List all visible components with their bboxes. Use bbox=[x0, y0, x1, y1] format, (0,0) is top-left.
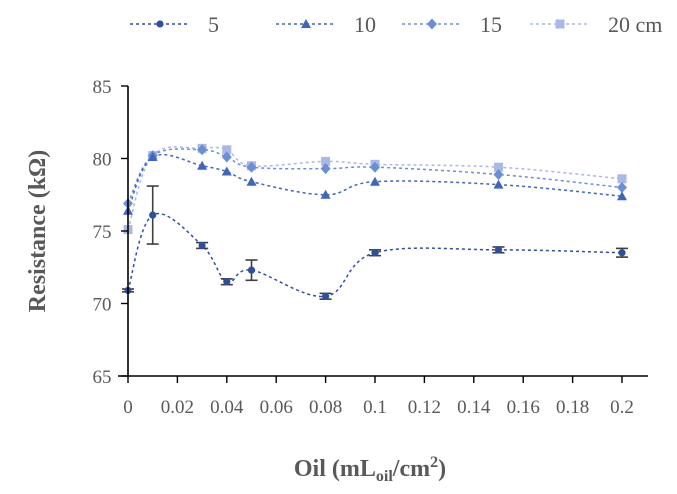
data-point bbox=[223, 278, 231, 286]
data-point bbox=[494, 246, 503, 254]
data-point bbox=[149, 211, 157, 219]
y-tick-label: 75 bbox=[93, 222, 112, 243]
data-point bbox=[246, 161, 257, 173]
x-tick-label: 0.12 bbox=[408, 397, 441, 418]
data-point bbox=[617, 182, 627, 193]
data-point bbox=[493, 168, 504, 180]
x-axis-title-close: ) bbox=[438, 456, 446, 482]
x-axis-title-superscript: 2 bbox=[430, 454, 438, 471]
x-tick-label: 0.18 bbox=[556, 397, 589, 418]
data-point bbox=[320, 189, 331, 199]
data-point bbox=[494, 162, 503, 172]
legend-marker bbox=[301, 19, 311, 28]
data-point bbox=[222, 145, 232, 155]
data-point bbox=[221, 151, 232, 163]
y-tick-label: 80 bbox=[93, 150, 112, 171]
data-point bbox=[321, 156, 331, 166]
legend-label: 20 cm bbox=[608, 12, 662, 37]
data-point bbox=[370, 161, 380, 173]
y-tick-label: 65 bbox=[93, 367, 112, 388]
series-line-15 bbox=[127, 148, 623, 204]
data-point bbox=[198, 241, 206, 250]
y-tick-label: 70 bbox=[93, 295, 112, 316]
data-point bbox=[147, 152, 158, 162]
x-tick-label: 0.04 bbox=[210, 397, 244, 418]
axes bbox=[118, 86, 648, 377]
data-point bbox=[371, 249, 379, 257]
data-markers bbox=[123, 143, 627, 300]
data-point bbox=[618, 249, 626, 257]
x-tick-label: 0.02 bbox=[161, 397, 194, 418]
data-point bbox=[493, 179, 504, 189]
data-point bbox=[322, 292, 330, 300]
x-axis-title-main: Oil (mL bbox=[294, 456, 376, 482]
data-point bbox=[370, 176, 380, 186]
x-ticks: 0 0.02 0.04 0.06 0.08 0.1 0.12 0.14 0.16 0.18 0.2 bbox=[123, 376, 634, 418]
legend-marker bbox=[555, 19, 565, 29]
series-line-5 bbox=[127, 212, 623, 298]
x-axis-title-subscript: oil bbox=[376, 468, 393, 485]
x-tick-label: 0.1 bbox=[363, 397, 387, 418]
y-tick-label: 85 bbox=[93, 77, 112, 98]
legend-label: 10 bbox=[354, 12, 376, 37]
data-point bbox=[617, 174, 627, 184]
x-tick-label: 0.14 bbox=[457, 397, 491, 418]
x-axis-title: Oil (mLoil/cm2) bbox=[294, 454, 446, 485]
legend: 5 10 15 20 cm bbox=[130, 12, 662, 37]
x-tick-label: 0.08 bbox=[309, 397, 342, 418]
data-point bbox=[247, 266, 256, 274]
y-ticks: 65 70 75 80 85 bbox=[93, 77, 128, 388]
data-point bbox=[197, 160, 208, 170]
y-axis-title: Resistance (kΩ) bbox=[25, 150, 51, 313]
legend-label: 15 bbox=[480, 12, 502, 37]
data-point bbox=[197, 144, 208, 156]
data-point bbox=[246, 176, 257, 186]
data-point bbox=[617, 191, 627, 201]
error-bars bbox=[122, 185, 628, 300]
x-axis-title-tail: /cm bbox=[392, 456, 430, 482]
data-point bbox=[221, 166, 232, 176]
x-tick-label: 0.16 bbox=[507, 397, 540, 418]
legend-marker bbox=[427, 18, 437, 30]
data-point bbox=[320, 163, 331, 175]
legend-marker bbox=[156, 20, 164, 28]
legend-label: 5 bbox=[208, 12, 219, 37]
x-tick-label: 0.2 bbox=[610, 397, 634, 418]
x-tick-label: 0.06 bbox=[260, 397, 293, 418]
x-tick-label: 0 bbox=[123, 397, 133, 418]
